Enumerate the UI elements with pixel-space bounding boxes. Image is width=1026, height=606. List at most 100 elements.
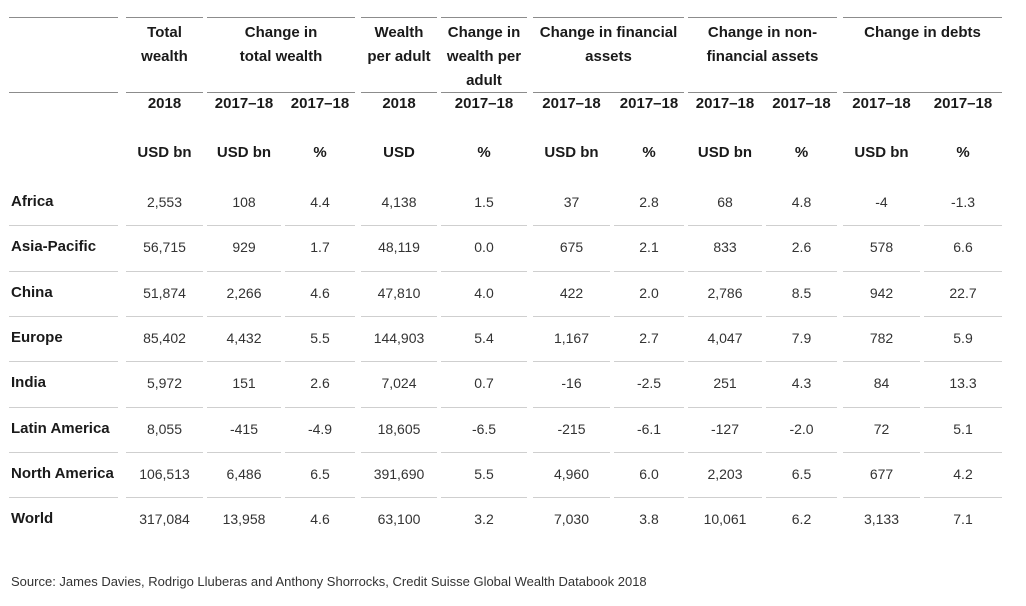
- table-cell: 1.7: [310, 239, 330, 255]
- table-cell: 2.1: [639, 239, 659, 255]
- year-header: 2017–18: [214, 95, 274, 112]
- table-cell: 5.9: [953, 330, 973, 346]
- table-cell: 72: [873, 421, 890, 437]
- header-rule: [9, 92, 118, 93]
- row-divider: [766, 271, 837, 272]
- row-divider: [126, 271, 203, 272]
- unit-header: USD bn: [544, 144, 599, 161]
- year-header: 2017–18: [619, 95, 679, 112]
- row-divider: [441, 452, 527, 453]
- header-rule: [126, 92, 203, 93]
- row-divider: [688, 497, 762, 498]
- table-cell: 4,432: [226, 330, 262, 346]
- table-cell: 4.4: [310, 194, 330, 210]
- header-rule: [688, 92, 837, 93]
- table-cell: 2,786: [707, 285, 743, 301]
- table-cell: 63,100: [377, 511, 421, 527]
- header-rule: [126, 17, 203, 18]
- unit-header: %: [794, 144, 809, 161]
- table-cell: 5.1: [953, 421, 973, 437]
- row-divider: [9, 497, 118, 498]
- table-cell: -415: [229, 421, 259, 437]
- table-cell: 782: [869, 330, 894, 346]
- row-divider: [126, 497, 203, 498]
- table-cell: 6.0: [639, 466, 659, 482]
- header-rule: [441, 92, 527, 93]
- table-cell: 4,047: [707, 330, 743, 346]
- header-rule: [207, 92, 355, 93]
- table-cell: -1.3: [950, 194, 976, 210]
- row-divider: [533, 407, 610, 408]
- row-label: Europe: [11, 329, 63, 346]
- row-divider: [207, 361, 281, 362]
- row-label: North America: [11, 465, 114, 482]
- unit-header: %: [642, 144, 656, 161]
- table-cell: 68: [717, 194, 733, 210]
- table-cell: 2.0: [639, 285, 659, 301]
- row-divider: [285, 361, 355, 362]
- unit-header: USD bn: [137, 144, 192, 161]
- row-divider: [361, 271, 437, 272]
- row-divider: [361, 407, 437, 408]
- table-cell: 56,715: [143, 239, 186, 255]
- header-rule: [533, 92, 684, 93]
- row-label: Asia-Pacific: [11, 238, 97, 255]
- table-cell: 5.4: [474, 330, 494, 346]
- row-divider: [126, 407, 203, 408]
- row-label: Africa: [11, 193, 54, 210]
- year-header: 2017–18: [695, 95, 755, 112]
- table-cell: 6,486: [226, 466, 262, 482]
- row-divider: [9, 407, 118, 408]
- table-cell: 0.7: [474, 375, 494, 391]
- table-cell: 22.7: [949, 285, 977, 301]
- table-cell: 675: [559, 239, 584, 255]
- year-header: 2017–18: [542, 95, 601, 112]
- unit-header: %: [313, 144, 327, 161]
- row-divider: [924, 271, 1002, 272]
- table-cell: 0.0: [474, 239, 494, 255]
- row-divider: [126, 316, 203, 317]
- year-header: 2017–18: [852, 95, 911, 112]
- row-divider: [285, 497, 355, 498]
- table-cell: 391,690: [373, 466, 425, 482]
- row-divider: [9, 271, 118, 272]
- table-cell: 51,874: [143, 285, 186, 301]
- table-cell: 2.6: [310, 375, 330, 391]
- row-divider: [285, 452, 355, 453]
- table-cell: 4.6: [310, 285, 330, 301]
- table-cell: -6.1: [636, 421, 662, 437]
- row-divider: [924, 452, 1002, 453]
- row-divider: [688, 407, 762, 408]
- table-cell: 4.6: [310, 511, 330, 527]
- table-cell: 833: [713, 239, 737, 255]
- table-cell: -127: [710, 421, 740, 437]
- row-divider: [843, 225, 920, 226]
- unit-header: USD bn: [854, 144, 909, 161]
- column-group-header: Change in non- financial assets: [706, 24, 819, 65]
- table-cell: -2.5: [636, 375, 662, 391]
- row-divider: [533, 271, 610, 272]
- table-cell: 6.2: [791, 511, 812, 527]
- unit-header: USD bn: [697, 144, 753, 161]
- row-divider: [361, 452, 437, 453]
- year-header: 2017–18: [454, 95, 514, 112]
- table-cell: 2.7: [639, 330, 659, 346]
- row-divider: [766, 497, 837, 498]
- table-cell: 2,266: [226, 285, 262, 301]
- row-divider: [766, 407, 837, 408]
- header-rule: [9, 17, 118, 18]
- table-cell: 422: [559, 285, 584, 301]
- table-cell: 10,061: [703, 511, 747, 527]
- table-cell: 3.2: [474, 511, 494, 527]
- row-divider: [9, 452, 118, 453]
- table-cell: -6.5: [471, 421, 497, 437]
- row-divider: [207, 497, 281, 498]
- table-cell: -4.9: [307, 421, 333, 437]
- table-cell: 942: [869, 285, 894, 301]
- row-divider: [441, 407, 527, 408]
- row-divider: [126, 361, 203, 362]
- table-cell: 48,119: [378, 239, 420, 255]
- row-divider: [285, 225, 355, 226]
- table-cell: 1.5: [474, 194, 494, 210]
- table-cell: 4,138: [381, 194, 417, 210]
